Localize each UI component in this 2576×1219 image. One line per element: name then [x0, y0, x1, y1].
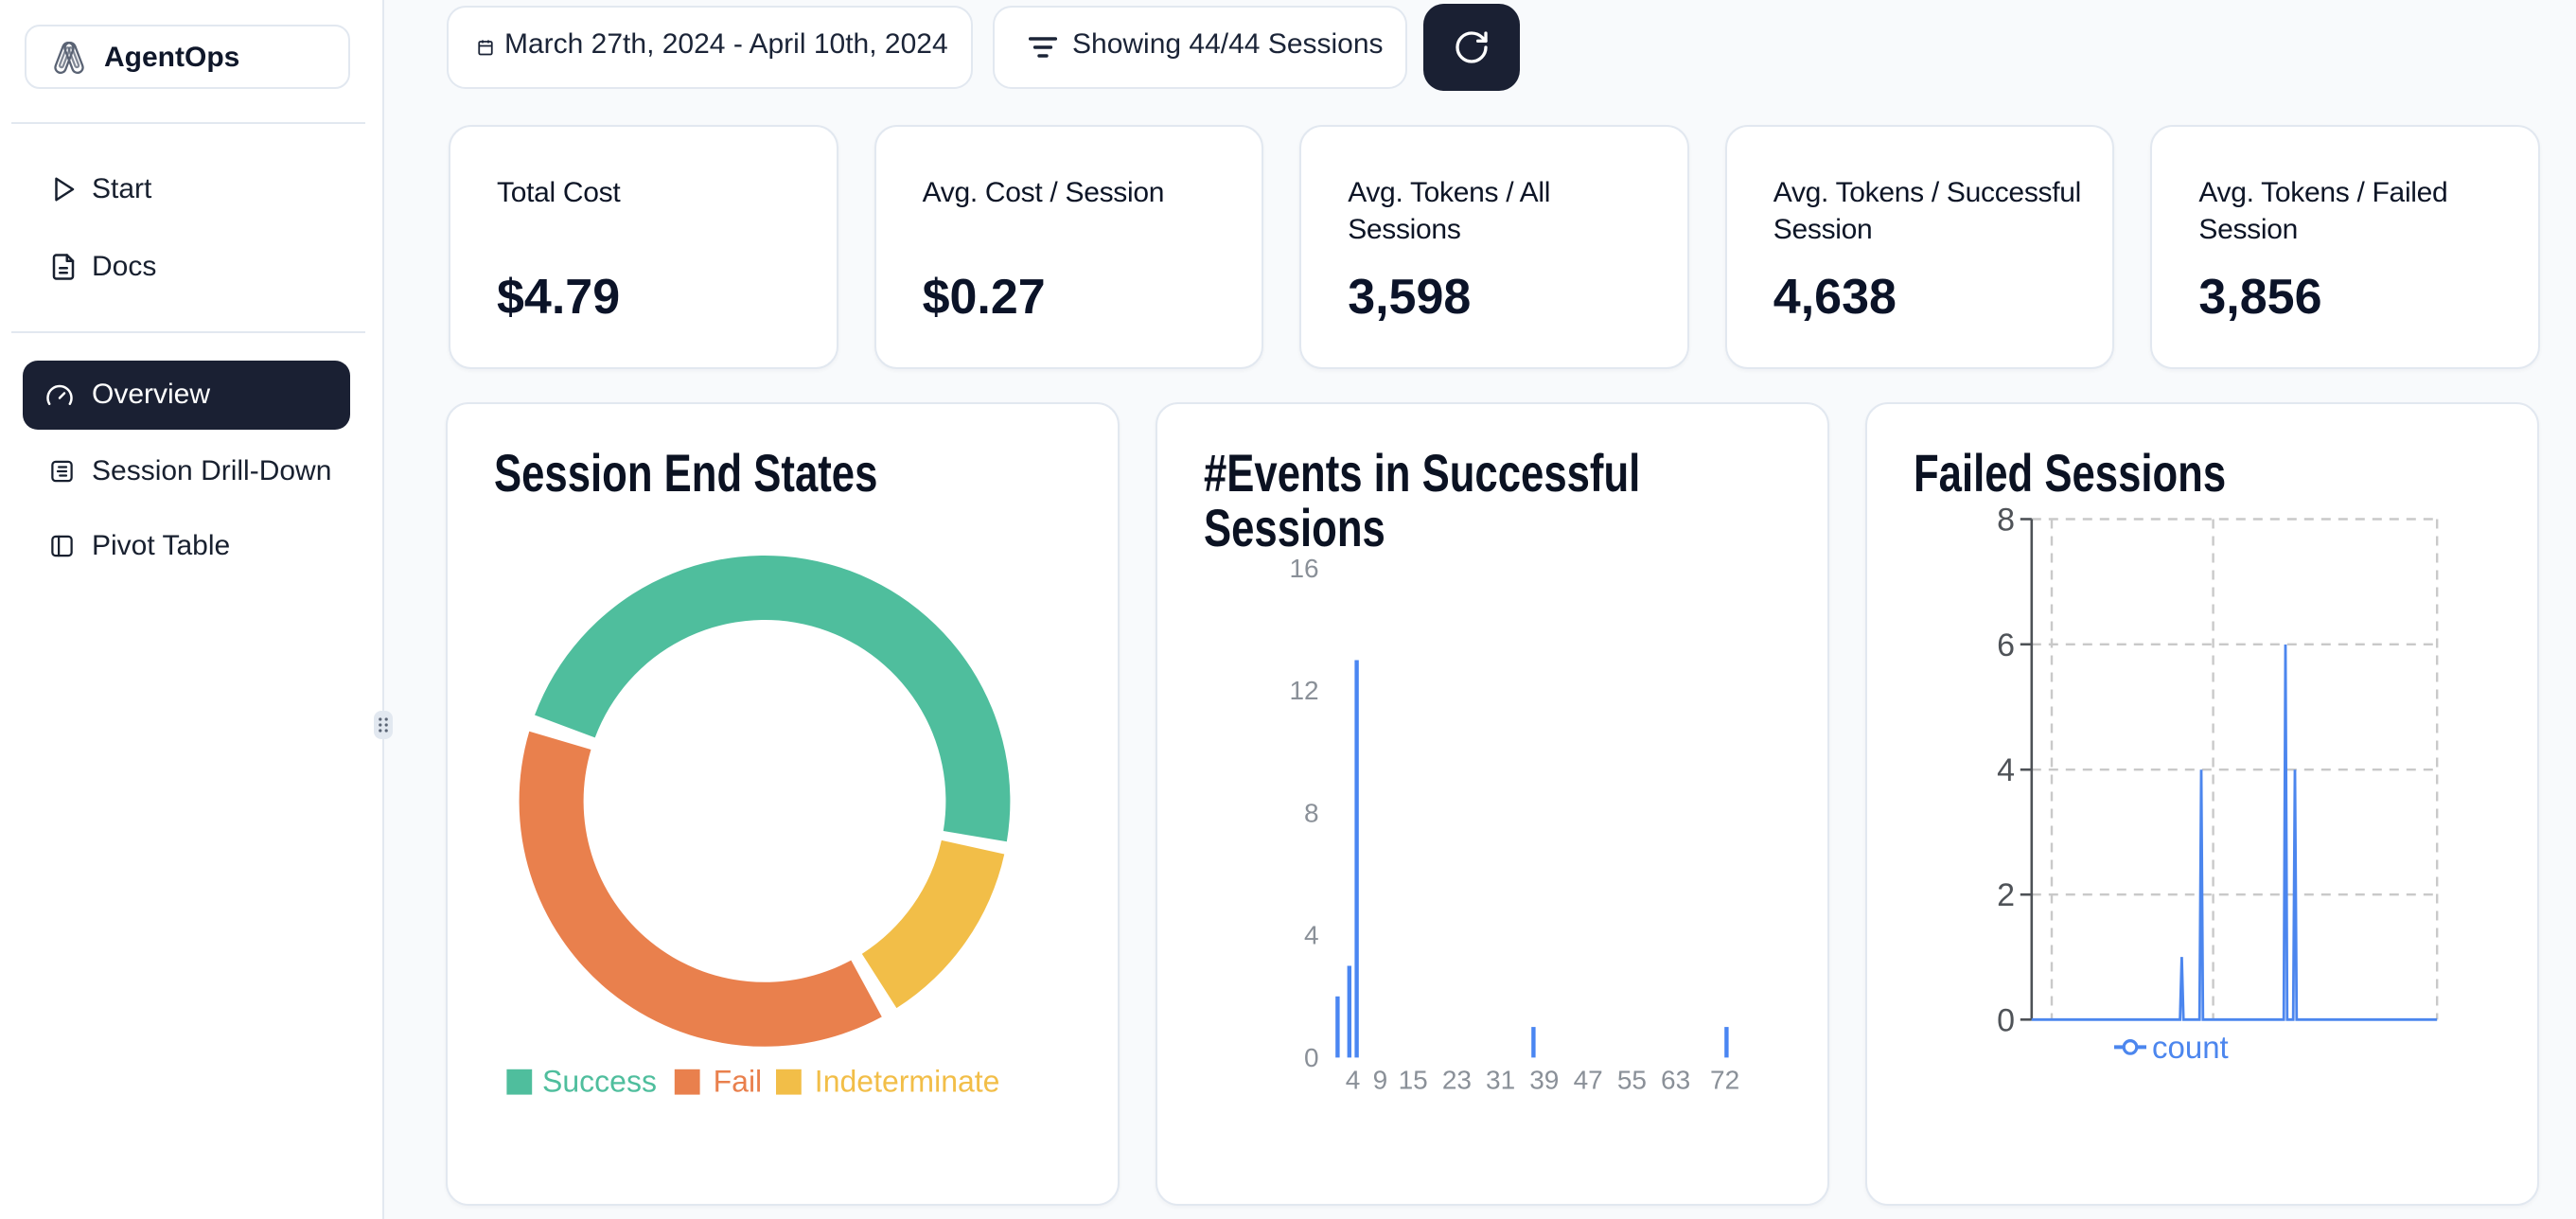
svg-text:47: 47 [1574, 1065, 1603, 1094]
svg-text:Fail: Fail [714, 1064, 763, 1098]
svg-text:6: 6 [1997, 627, 2015, 662]
svg-text:Success: Success [542, 1064, 657, 1098]
svg-text:31: 31 [1486, 1065, 1515, 1094]
svg-text:8: 8 [1304, 798, 1319, 827]
svg-text:0: 0 [1304, 1042, 1319, 1071]
svg-text:72: 72 [1710, 1065, 1739, 1094]
svg-text:39: 39 [1529, 1065, 1559, 1094]
svg-text:0: 0 [1997, 1002, 2015, 1038]
svg-text:16: 16 [1289, 554, 1318, 583]
svg-text:12: 12 [1289, 676, 1318, 705]
svg-text:count: count [2152, 1029, 2229, 1064]
svg-text:8: 8 [1997, 502, 2015, 538]
svg-text:9: 9 [1373, 1065, 1388, 1094]
svg-text:2: 2 [1997, 877, 2015, 913]
svg-text:23: 23 [1442, 1065, 1472, 1094]
svg-text:Indeterminate: Indeterminate [815, 1064, 1000, 1098]
svg-text:55: 55 [1617, 1065, 1647, 1094]
svg-text:63: 63 [1661, 1065, 1690, 1094]
svg-text:4: 4 [1304, 920, 1319, 949]
svg-text:4: 4 [1346, 1065, 1361, 1094]
svg-text:15: 15 [1399, 1065, 1428, 1094]
svg-text:4: 4 [1997, 752, 2015, 788]
